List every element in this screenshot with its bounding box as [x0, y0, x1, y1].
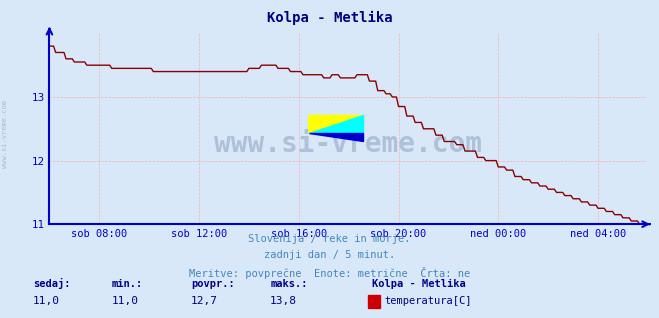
Text: zadnji dan / 5 minut.: zadnji dan / 5 minut.: [264, 250, 395, 260]
Polygon shape: [309, 133, 362, 141]
Text: sedaj:: sedaj:: [33, 278, 71, 289]
Text: Meritve: povprečne  Enote: metrične  Črta: ne: Meritve: povprečne Enote: metrične Črta:…: [189, 267, 470, 279]
Text: www.si-vreme.com: www.si-vreme.com: [2, 100, 9, 168]
Text: 13,8: 13,8: [270, 296, 297, 306]
Polygon shape: [309, 115, 362, 133]
Text: Kolpa - Metlika: Kolpa - Metlika: [267, 11, 392, 25]
Text: temperatura[C]: temperatura[C]: [384, 296, 472, 306]
Text: www.si-vreme.com: www.si-vreme.com: [214, 130, 482, 158]
Text: Kolpa - Metlika: Kolpa - Metlika: [372, 279, 466, 289]
Text: Slovenija / reke in morje.: Slovenija / reke in morje.: [248, 234, 411, 244]
Text: maks.:: maks.:: [270, 280, 308, 289]
Text: 12,7: 12,7: [191, 296, 218, 306]
Text: min.:: min.:: [112, 280, 143, 289]
Text: 11,0: 11,0: [33, 296, 60, 306]
Text: povpr.:: povpr.:: [191, 280, 235, 289]
Text: 11,0: 11,0: [112, 296, 139, 306]
Polygon shape: [309, 115, 362, 133]
